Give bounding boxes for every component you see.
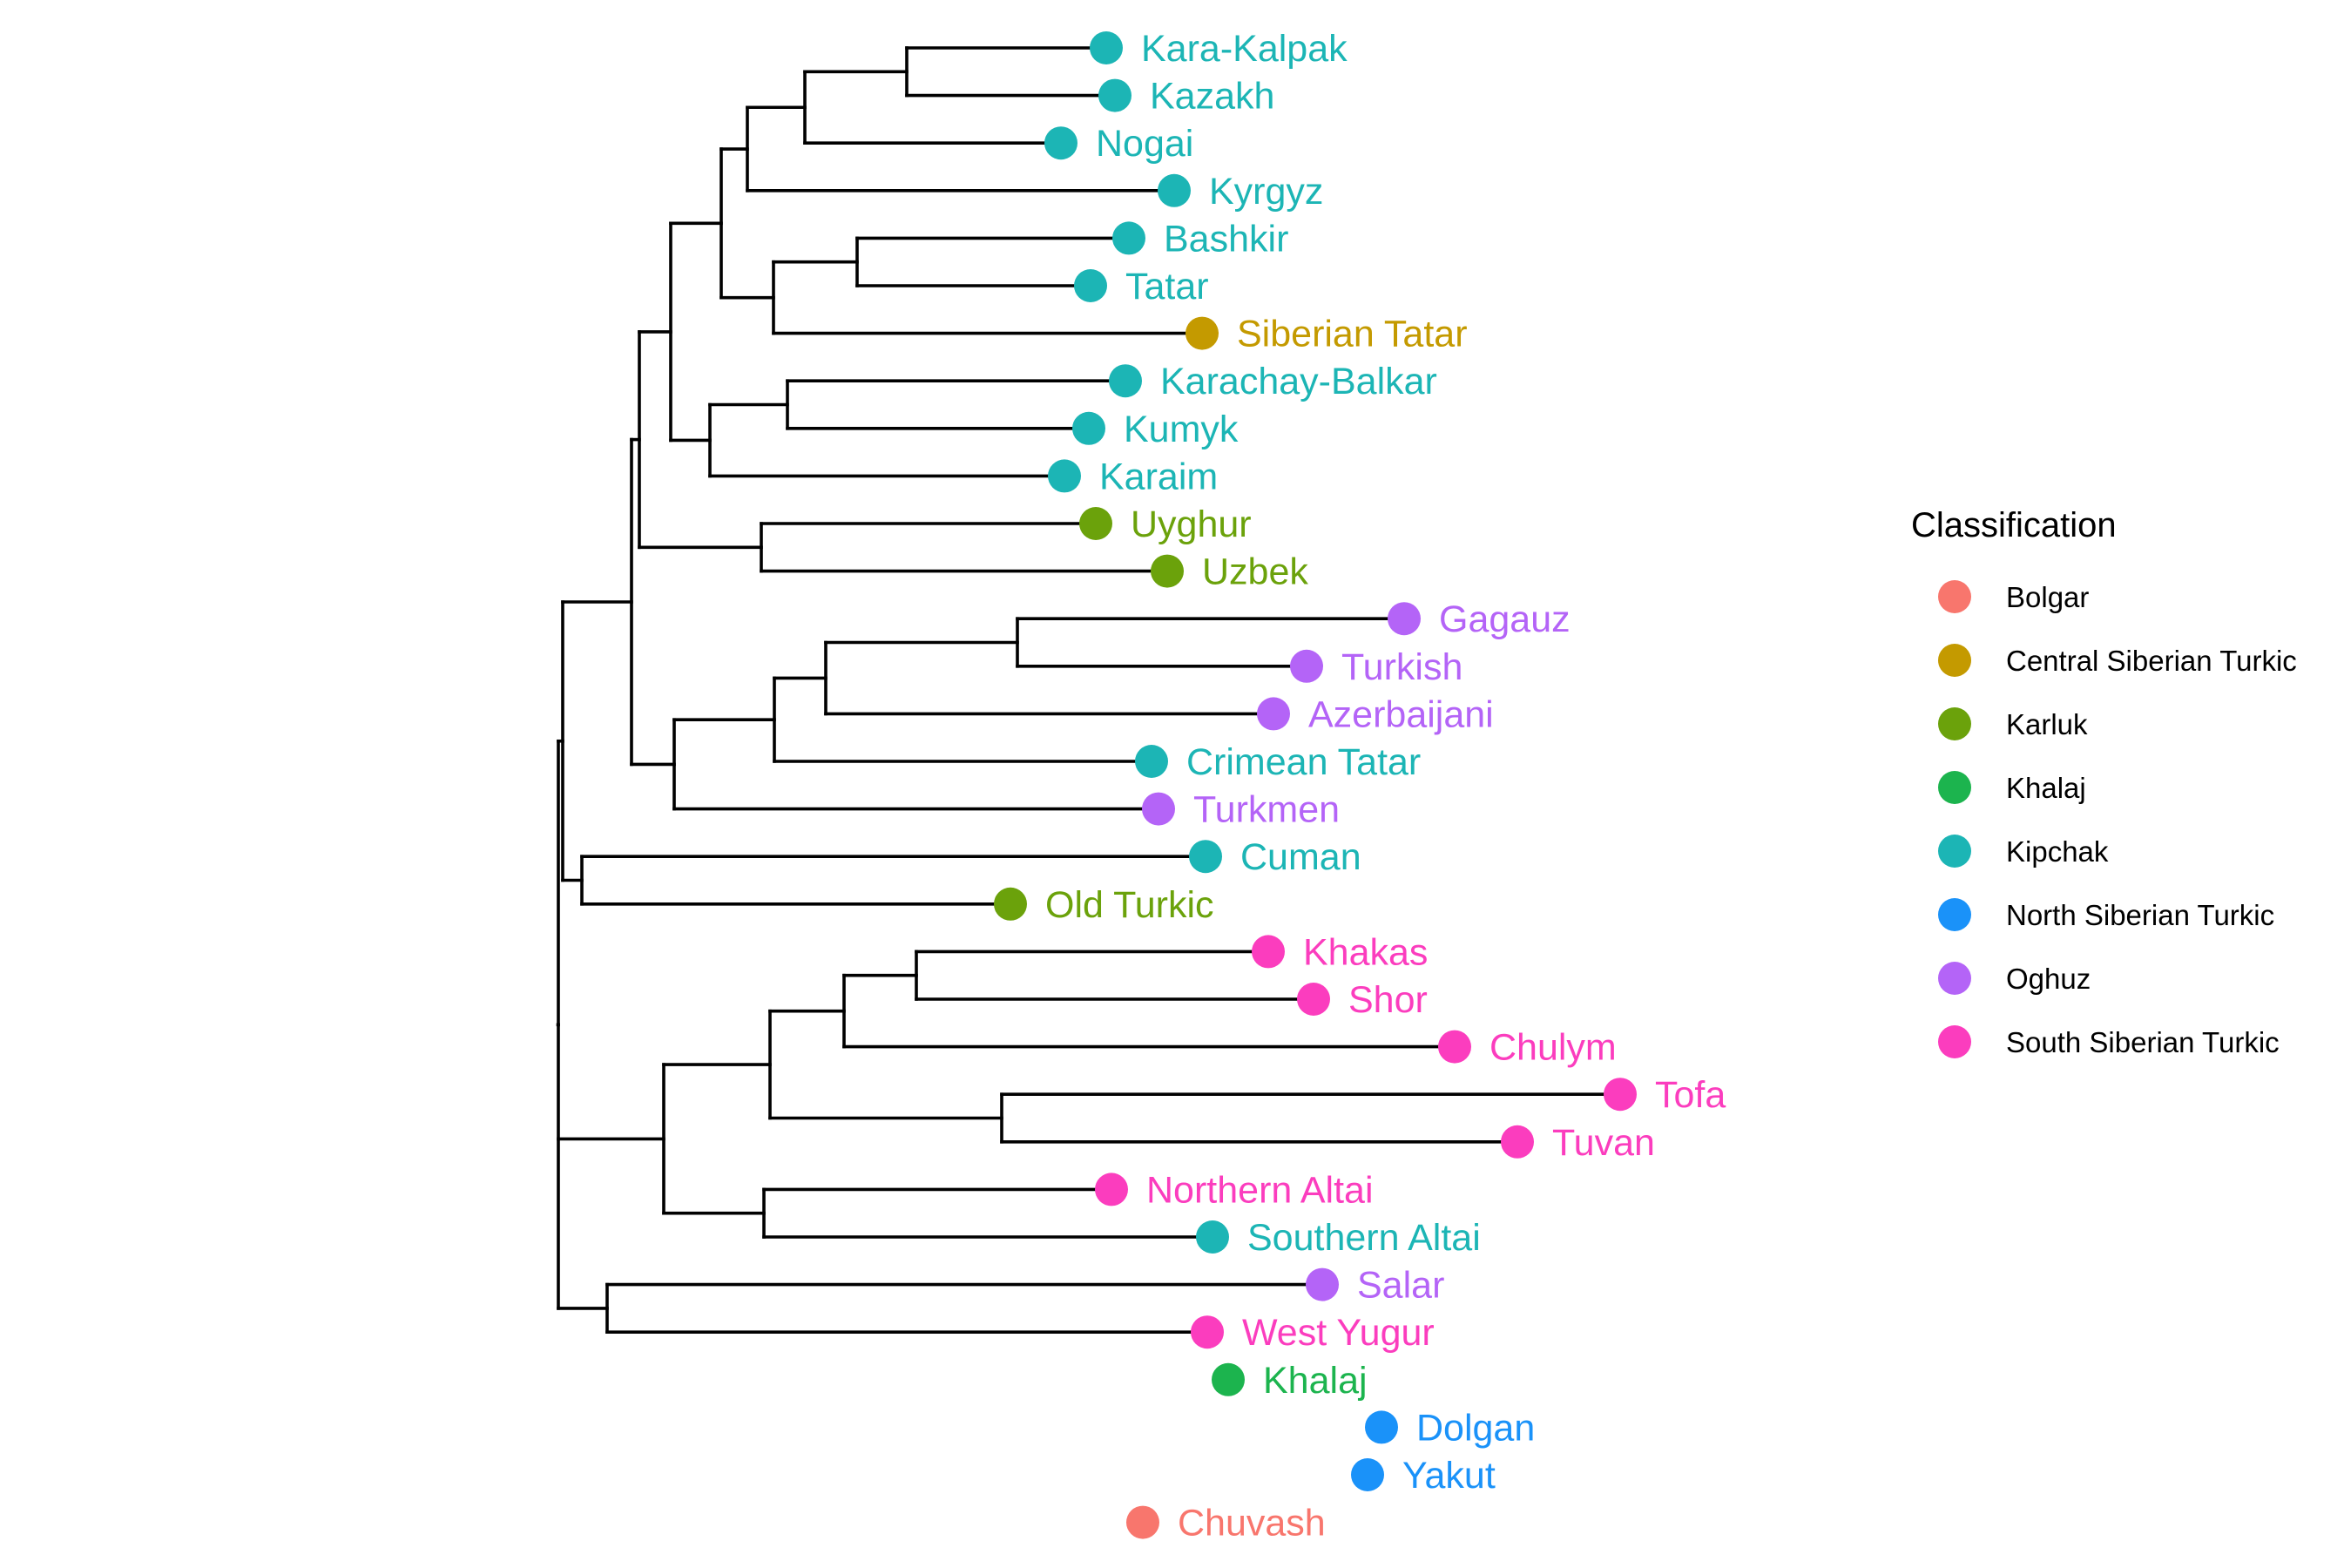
tip-label: Old Turkic xyxy=(1045,884,1214,926)
tip-label: Azerbaijani xyxy=(1308,693,1494,735)
legend-label: North Siberian Turkic xyxy=(2006,899,2274,931)
tip-label: Shor xyxy=(1348,979,1428,1021)
tip-label: Southern Altai xyxy=(1247,1217,1481,1259)
tip-label: Crimean Tatar xyxy=(1186,741,1421,783)
tip-point xyxy=(1142,792,1175,826)
legend-label: Karluk xyxy=(2006,708,2088,740)
tip-label: Northern Altai xyxy=(1146,1169,1374,1211)
tip-point xyxy=(1044,126,1077,160)
tip-point xyxy=(1186,316,1219,350)
tip-point xyxy=(1351,1458,1384,1491)
tree-tips: Kara-Kalpak Kazakh Nogai Kyrgyz Bashkir Tatar… xyxy=(994,28,1726,1544)
tip-point xyxy=(1306,1267,1339,1301)
legend-label: South Siberian Turkic xyxy=(2006,1026,2280,1058)
tip-label: Turkmen xyxy=(1193,789,1340,831)
legend-key xyxy=(1938,1025,1971,1058)
tip-label: Karaim xyxy=(1099,456,1218,497)
tip-point xyxy=(1257,697,1290,731)
tip-label: Chulym xyxy=(1489,1027,1617,1069)
legend-key xyxy=(1938,580,1971,613)
tip-label: Chuvash xyxy=(1178,1503,1326,1544)
tip-point xyxy=(1126,1505,1159,1539)
tip-label: Kara-Kalpak xyxy=(1141,28,1348,70)
tip-point xyxy=(1095,1173,1128,1206)
tip-point xyxy=(1109,364,1142,398)
tip-label: Uzbek xyxy=(1202,551,1308,593)
tip-label: Khakas xyxy=(1303,931,1428,973)
legend-title: Classification xyxy=(1911,506,2117,544)
legend: Classification Bolgar Central Siberian Tu… xyxy=(1911,506,2297,1058)
legend-key xyxy=(1938,644,1971,677)
tip-point xyxy=(1290,649,1323,683)
tree-branches xyxy=(556,46,1622,1334)
legend-label: Central Siberian Turkic xyxy=(2006,645,2297,677)
tip-point xyxy=(1604,1078,1637,1112)
tip-label: Kyrgyz xyxy=(1209,171,1323,213)
tip-point xyxy=(1196,1220,1229,1254)
tip-label: Cuman xyxy=(1240,836,1361,878)
tip-label: Yakut xyxy=(1402,1455,1496,1497)
legend-label: Kipchak xyxy=(2006,835,2109,868)
tip-point xyxy=(1112,221,1145,255)
tip-point xyxy=(1090,31,1123,64)
tip-point xyxy=(1079,507,1112,540)
tip-label: West Yugur xyxy=(1242,1312,1435,1354)
tip-point xyxy=(1388,602,1421,636)
tip-point xyxy=(1191,1315,1224,1349)
tip-label: Kazakh xyxy=(1150,76,1274,118)
tip-point xyxy=(1151,554,1184,588)
tip-point xyxy=(1074,269,1107,302)
tip-label: Nogai xyxy=(1096,123,1193,165)
tip-label: Tuvan xyxy=(1552,1122,1655,1164)
legend-label: Khalaj xyxy=(2006,772,2086,804)
tip-point xyxy=(1438,1030,1471,1064)
tip-point xyxy=(1501,1125,1534,1159)
tip-point xyxy=(1135,745,1168,778)
tip-label: Gagauz xyxy=(1439,598,1571,640)
tip-point xyxy=(1297,983,1330,1016)
tip-point xyxy=(1365,1410,1398,1444)
tip-point xyxy=(1158,173,1191,207)
legend-label: Bolgar xyxy=(2006,581,2089,613)
tip-point xyxy=(1212,1362,1245,1396)
tip-label: Khalaj xyxy=(1263,1360,1368,1402)
tip-point xyxy=(1048,459,1081,493)
legend-items: Bolgar Central Siberian Turkic Karluk Khala… xyxy=(1938,580,2297,1058)
tip-label: Tofa xyxy=(1655,1074,1726,1116)
tip-point xyxy=(1189,840,1222,874)
tip-label: Siberian Tatar xyxy=(1237,314,1468,355)
legend-key xyxy=(1938,707,1971,740)
tip-point xyxy=(1252,935,1285,969)
tip-label: Kumyk xyxy=(1124,409,1239,450)
tip-label: Salar xyxy=(1357,1265,1444,1307)
tip-point xyxy=(994,887,1027,921)
legend-key xyxy=(1938,835,1971,868)
tip-point xyxy=(1098,78,1131,112)
legend-key xyxy=(1938,771,1971,804)
legend-key xyxy=(1938,898,1971,931)
legend-key xyxy=(1938,962,1971,995)
tip-label: Bashkir xyxy=(1164,218,1288,260)
tip-label: Dolgan xyxy=(1416,1407,1535,1449)
tip-label: Uyghur xyxy=(1131,504,1252,545)
legend-label: Oghuz xyxy=(2006,963,2091,995)
tip-label: Karachay-Balkar xyxy=(1160,361,1437,402)
tip-point xyxy=(1072,411,1105,445)
tip-label: Turkish xyxy=(1341,646,1462,688)
tip-label: Tatar xyxy=(1125,266,1209,308)
